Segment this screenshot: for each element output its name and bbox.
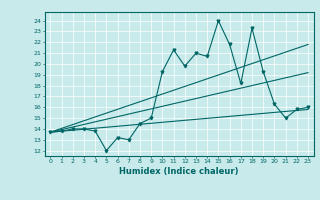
X-axis label: Humidex (Indice chaleur): Humidex (Indice chaleur) [119, 167, 239, 176]
